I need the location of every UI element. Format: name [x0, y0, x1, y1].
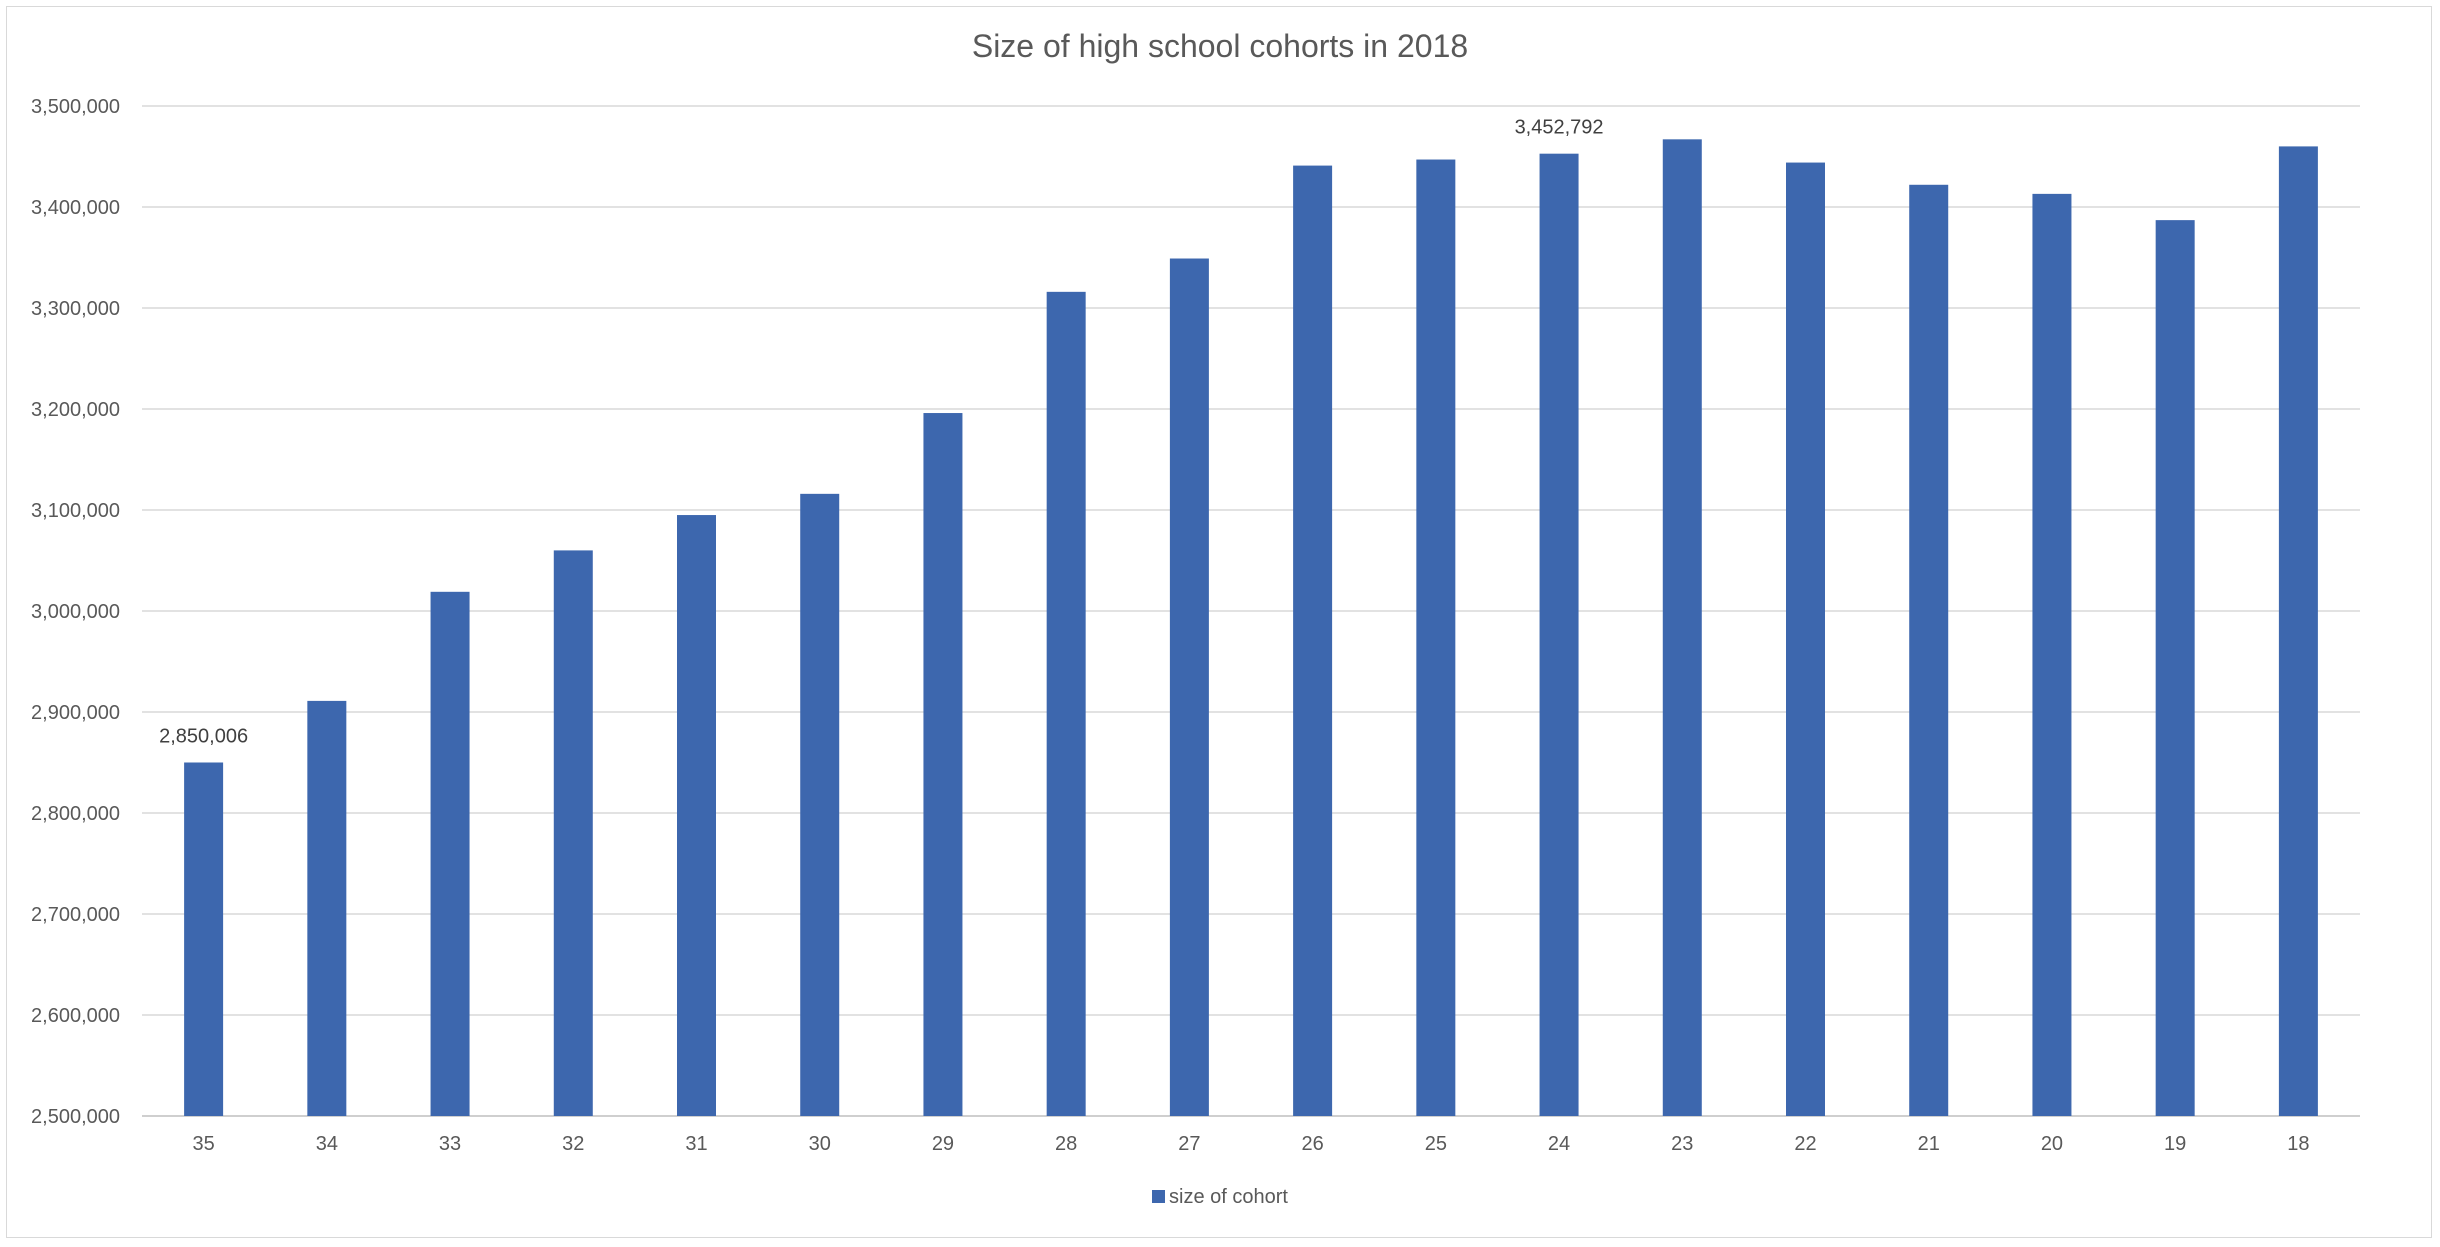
bar-26	[1293, 165, 1333, 1117]
y-tick-label: 3,400,000	[31, 197, 120, 219]
bar-35	[184, 762, 224, 1116]
x-tick-label: 33	[439, 1133, 461, 1155]
x-tick-label: 31	[685, 1133, 707, 1155]
data-label: 3,452,792	[1515, 117, 1604, 139]
y-tick-label: 2,600,000	[31, 1005, 120, 1027]
y-tick-label: 2,800,000	[31, 803, 120, 825]
x-tick-label: 24	[1548, 1133, 1570, 1155]
y-tick-label: 3,200,000	[31, 399, 120, 421]
x-tick-label: 23	[1671, 1133, 1693, 1155]
legend-swatch	[1152, 1190, 1166, 1203]
bar-30	[800, 493, 840, 1117]
bar-20	[2032, 193, 2072, 1116]
x-tick-label: 27	[1178, 1133, 1200, 1155]
y-tick-label: 3,100,000	[31, 500, 120, 522]
x-tick-label: 22	[1794, 1133, 1816, 1155]
bar-33	[430, 591, 470, 1116]
x-tick-label: 18	[2287, 1133, 2309, 1155]
bar-23	[1662, 139, 1702, 1116]
y-tick-label: 3,500,000	[31, 96, 120, 118]
x-tick-label: 21	[1918, 1133, 1940, 1155]
bar-22	[1786, 162, 1825, 1116]
x-tick-label: 34	[316, 1133, 338, 1155]
x-tick-label: 20	[2041, 1133, 2063, 1155]
y-tick-label: 3,300,000	[31, 298, 120, 320]
x-tick-label: 32	[562, 1133, 584, 1155]
bar-29	[923, 413, 963, 1116]
data-label: 2,850,006	[159, 725, 248, 747]
bar-19	[2155, 220, 2195, 1116]
x-tick-label: 30	[809, 1133, 831, 1155]
y-tick-label: 2,700,000	[31, 904, 120, 926]
x-tick-label: 28	[1055, 1133, 1077, 1155]
y-tick-label: 2,500,000	[31, 1106, 120, 1128]
x-tick-label: 29	[932, 1133, 954, 1155]
y-tick-label: 2,900,000	[31, 702, 120, 724]
bar-18	[2278, 146, 2318, 1116]
bar-28	[1046, 291, 1086, 1117]
legend: size of cohort	[0, 1186, 2440, 1209]
bar-24	[1539, 153, 1579, 1117]
legend-label: size of cohort	[1169, 1186, 1288, 1208]
bar-31	[677, 515, 716, 1116]
y-tick-label: 3,000,000	[31, 601, 120, 623]
x-tick-label: 26	[1301, 1133, 1323, 1155]
bar-25	[1416, 159, 1456, 1116]
x-tick-label: 35	[192, 1133, 214, 1155]
chart-title: Size of high school cohorts in 2018	[971, 28, 1469, 64]
bar-27	[1169, 258, 1209, 1116]
bar-32	[553, 550, 593, 1116]
bar-34	[307, 700, 347, 1116]
x-tick-label: 19	[2164, 1133, 2186, 1155]
bar-21	[1909, 184, 1949, 1116]
chart-area	[6, 6, 2432, 1238]
x-tick-label: 25	[1425, 1133, 1447, 1155]
